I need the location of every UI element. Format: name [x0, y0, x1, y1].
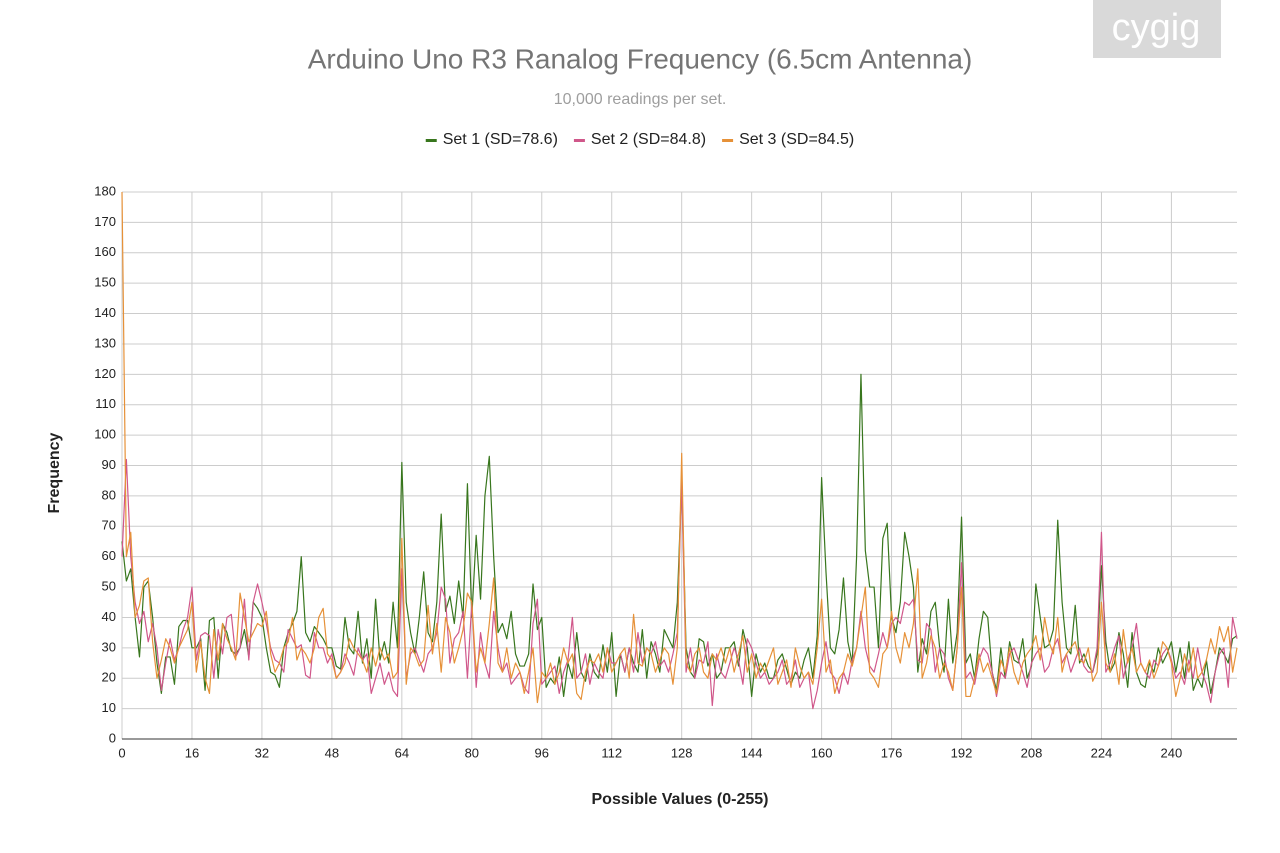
x-axis-title: Possible Values (0-255) — [592, 791, 769, 808]
y-tick-label: 20 — [102, 670, 116, 685]
y-tick-label: 70 — [102, 518, 116, 533]
x-tick-label: 176 — [881, 745, 903, 760]
y-tick-label: 10 — [102, 700, 116, 715]
y-tick-label: 90 — [102, 457, 116, 472]
y-tick-label: 170 — [94, 214, 116, 229]
legend-label: Set 2 (SD=84.8) — [591, 131, 706, 148]
x-tick-label: 16 — [185, 745, 199, 760]
chart-title: Arduino Uno R3 Ranalog Frequency (6.5cm … — [308, 43, 973, 74]
y-tick-label: 40 — [102, 609, 116, 624]
x-tick-label: 32 — [255, 745, 269, 760]
y-tick-label: 150 — [94, 275, 116, 290]
legend: Set 1 (SD=78.6) Set 2 (SD=84.8) Set 3 (SD=… — [425, 131, 854, 148]
y-tick-label: 60 — [102, 548, 116, 563]
y-tick-label: 120 — [94, 366, 116, 381]
y-tick-label: 50 — [102, 578, 116, 593]
y-tick-label: 130 — [94, 335, 116, 350]
x-tick-label: 128 — [671, 745, 693, 760]
y-tick-label: 180 — [94, 183, 116, 198]
x-tick-label: 48 — [325, 745, 339, 760]
y-tick-label: 110 — [95, 396, 116, 411]
data-line — [121, 191, 1238, 704]
x-tick-label: 160 — [811, 745, 833, 760]
legend-swatch — [573, 139, 585, 142]
watermark: cygig — [1112, 7, 1201, 49]
y-tick-label: 100 — [94, 427, 116, 442]
x-tick-label: 64 — [395, 745, 409, 760]
y-tick-label: 80 — [102, 487, 116, 502]
x-tick-label: 144 — [741, 745, 763, 760]
x-tick-label: 96 — [535, 745, 549, 760]
watermark-box — [1093, 0, 1221, 58]
legend-swatch — [722, 139, 734, 142]
x-tick-label: 0 — [118, 745, 125, 760]
y-tick-label: 160 — [94, 244, 116, 259]
x-tick-label: 192 — [951, 745, 973, 760]
x-tick-label: 112 — [601, 745, 622, 760]
x-tick-label: 224 — [1091, 745, 1113, 760]
x-tick-label: 240 — [1161, 745, 1183, 760]
x-tick-label: 80 — [465, 745, 479, 760]
legend-label: Set 1 (SD=78.6) — [443, 131, 558, 148]
y-tick-label: 30 — [102, 639, 116, 654]
legend-swatch — [425, 139, 437, 142]
y-tick-label: 140 — [94, 305, 116, 320]
y-axis-title: Frequency — [46, 432, 63, 513]
y-tick-label: 0 — [109, 730, 116, 745]
x-tick-label: 208 — [1021, 745, 1043, 760]
chart-subtitle: 10,000 readings per set. — [554, 91, 727, 108]
legend-label: Set 3 (SD=84.5) — [739, 131, 854, 148]
